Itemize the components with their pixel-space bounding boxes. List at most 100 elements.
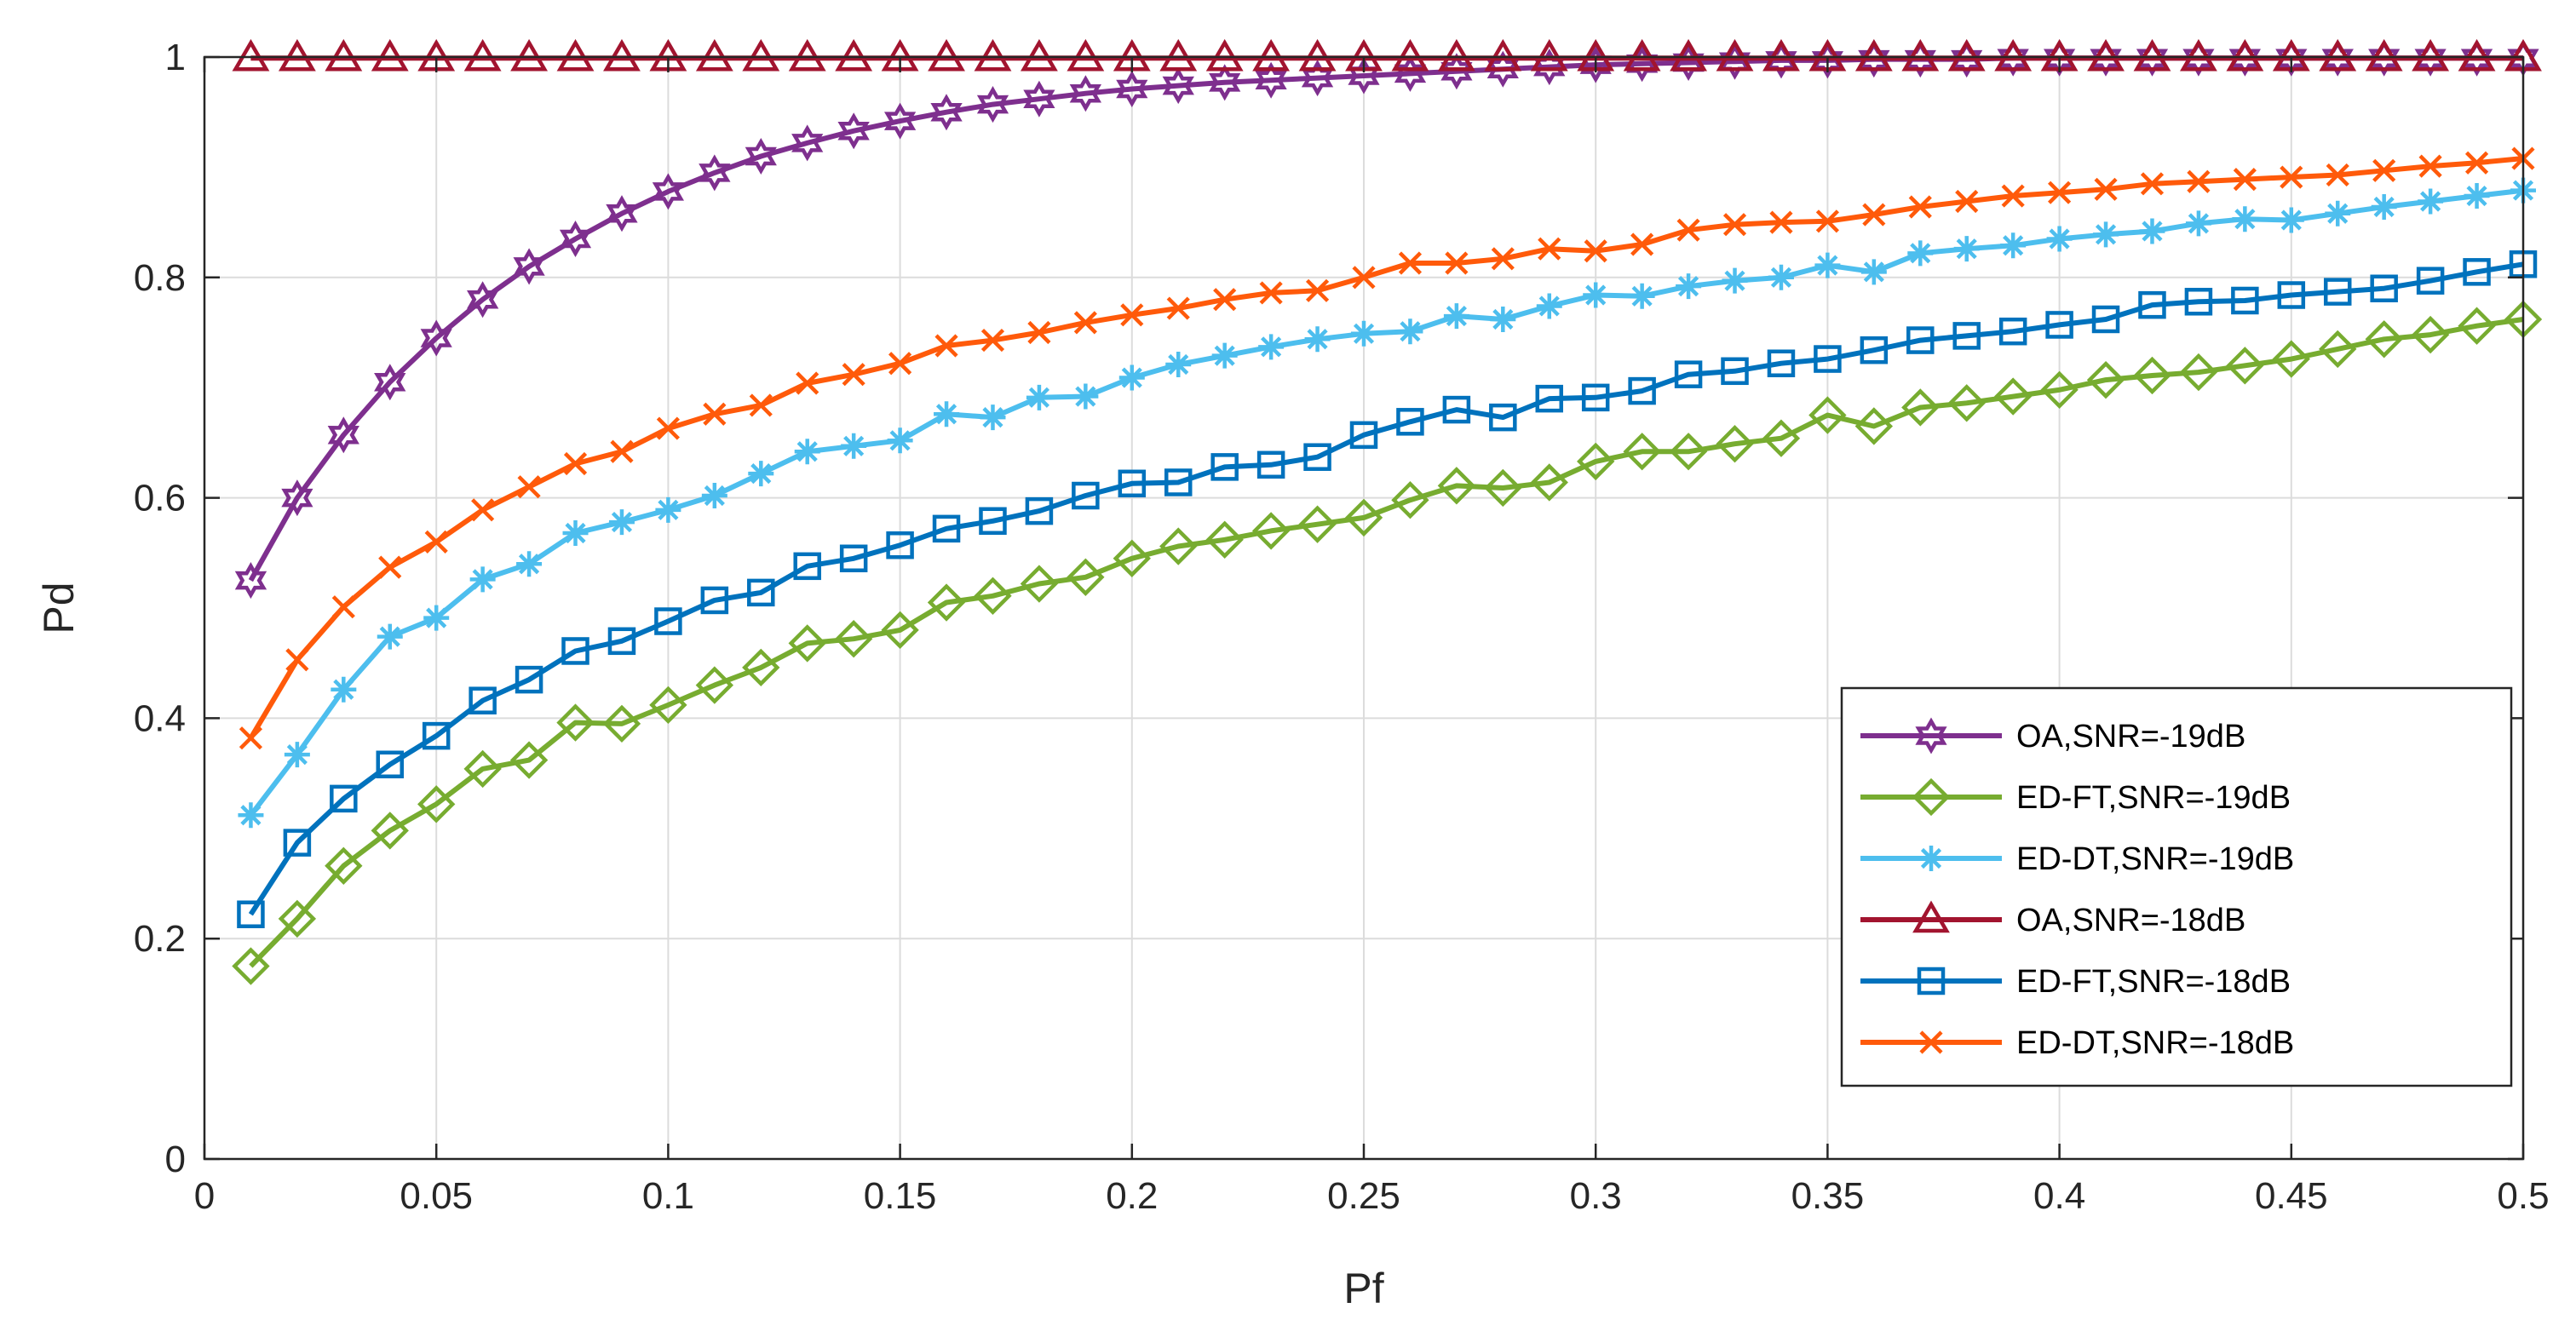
data-point-marker [2185, 210, 2211, 237]
data-point-marker [1628, 376, 1656, 405]
data-point-marker [1025, 496, 1054, 525]
data-point-marker [327, 416, 359, 454]
legend-item: OA,SNR=-19dB [1860, 717, 2245, 754]
data-point-marker [2045, 311, 2073, 339]
legend-box [1840, 686, 2513, 1087]
data-point-marker [1442, 395, 1471, 424]
data-point-marker [1947, 384, 1986, 422]
data-point-marker [1672, 43, 1705, 82]
data-point-marker [1722, 267, 1748, 294]
data-point-marker [749, 393, 773, 417]
data-point-marker [1953, 236, 1980, 262]
data-point-marker [883, 102, 917, 140]
data-point-marker [2046, 226, 2073, 252]
data-point-marker [886, 531, 914, 559]
data-point-marker [1808, 396, 1847, 434]
data-point-marker [834, 620, 873, 658]
data-point-marker [1023, 80, 1055, 118]
data-point-marker [2228, 39, 2261, 77]
data-point-marker [656, 416, 680, 440]
data-point-marker [1538, 237, 1561, 261]
data-point-marker [1906, 326, 1935, 354]
data-point-marker [1210, 453, 1239, 481]
data-point-marker [701, 483, 727, 509]
legend-item: ED-DT,SNR=-19dB [1860, 841, 2294, 877]
series-ED-FT,SNR=-19dB [232, 300, 2543, 985]
data-point-marker [2418, 154, 2442, 178]
data-point-marker [979, 507, 1007, 536]
data-point-marker [1997, 39, 2029, 77]
data-point-marker [2325, 200, 2351, 227]
data-point-marker [2323, 278, 2352, 306]
y-axis-label: Pd [35, 582, 83, 634]
data-point-marker [331, 676, 357, 703]
data-point-marker [237, 900, 265, 928]
data-point-marker [1676, 273, 1702, 300]
data-point-marker [1162, 67, 1194, 105]
data-point-marker [1490, 306, 1516, 332]
x-tick-label: 0.45 [2255, 1175, 2328, 1217]
data-point-marker [927, 583, 966, 622]
data-point-marker [1858, 41, 1890, 78]
data-point-marker [2179, 353, 2218, 392]
data-point-marker [608, 509, 635, 536]
data-point-marker [2321, 39, 2354, 77]
data-point-marker [1073, 311, 1097, 335]
data-point-marker [1349, 421, 1378, 450]
data-point-marker [1536, 293, 1562, 319]
legend-label: ED-DT,SNR=-19dB [2016, 841, 2294, 877]
data-point-marker [1721, 357, 1749, 386]
data-point-marker [1762, 419, 1801, 457]
data-point-marker [516, 551, 543, 577]
data-point-marker [374, 364, 406, 401]
data-point-marker [1069, 75, 1101, 112]
x-tick-label: 0.2 [1106, 1175, 1158, 1217]
legend-label: ED-DT,SNR=-18dB [2016, 1025, 2294, 1061]
data-point-marker [420, 319, 452, 357]
data-point-marker [2231, 286, 2259, 315]
legend-label: ED-FT,SNR=-18dB [2016, 964, 2291, 1000]
data-point-marker [2093, 221, 2119, 248]
data-point-marker [2091, 305, 2120, 334]
data-point-marker [559, 220, 592, 258]
legend-label: ED-FT,SNR=-19dB [2016, 780, 2291, 816]
data-point-marker [1862, 203, 1886, 227]
data-point-marker [2277, 281, 2306, 309]
data-point-marker [1908, 195, 1932, 219]
data-point-marker [1020, 565, 1059, 603]
data-point-marker [1955, 189, 1979, 214]
data-point-marker [602, 704, 641, 743]
data-point-marker [2272, 340, 2310, 378]
data-point-marker [556, 703, 595, 742]
data-point-marker [2040, 370, 2079, 409]
data-point-marker [1676, 218, 1700, 242]
data-point-marker [842, 363, 865, 387]
data-point-marker [793, 552, 821, 581]
data-point-marker [1583, 282, 1609, 308]
series-ED-DT,SNR=-19dB [238, 177, 2536, 829]
data-point-marker [652, 173, 684, 210]
legend-item: OA,SNR=-18dB [1860, 900, 2245, 938]
data-point-marker [2372, 158, 2396, 182]
data-point-marker [839, 544, 868, 573]
data-point-marker [934, 401, 960, 427]
data-point-marker [283, 829, 312, 857]
data-point-marker [747, 578, 775, 607]
data-point-marker [1917, 967, 1946, 995]
series-line [248, 156, 2524, 740]
data-point-marker [2226, 347, 2264, 385]
x-tick-label: 0.3 [1570, 1175, 1622, 1217]
data-point-marker [2463, 258, 2491, 286]
data-point-marker [1530, 463, 1568, 502]
data-point-marker [1577, 442, 1615, 481]
data-point-marker [285, 648, 309, 672]
legend-item: ED-FT,SNR=-18dB [1860, 964, 2291, 1000]
data-point-marker [2182, 39, 2215, 77]
data-point-marker [513, 248, 545, 285]
data-point-marker [2139, 218, 2165, 244]
legend-item: ED-FT,SNR=-19dB [1860, 777, 2291, 817]
data-point-marker [1769, 210, 1793, 234]
data-point-marker [2233, 168, 2257, 192]
data-point-marker [2086, 360, 2125, 399]
data-point-marker [1716, 425, 1754, 463]
